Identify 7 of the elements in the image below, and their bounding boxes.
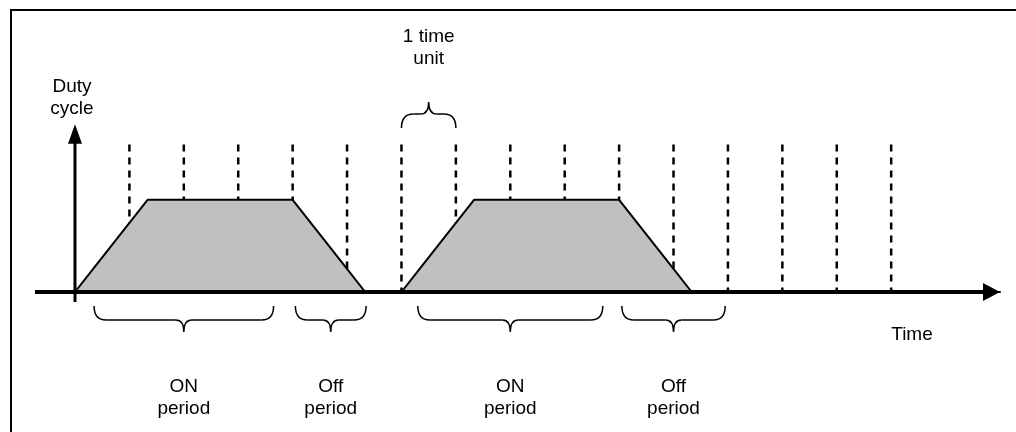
y-axis-title: Duty cycle [50, 75, 94, 118]
text: Off period [304, 375, 358, 418]
text: 1 time unit [402, 25, 455, 68]
x-axis-title: Time [891, 323, 933, 344]
text: ON period [483, 375, 537, 418]
text: Off period [647, 375, 700, 418]
text: ON period [157, 375, 211, 418]
